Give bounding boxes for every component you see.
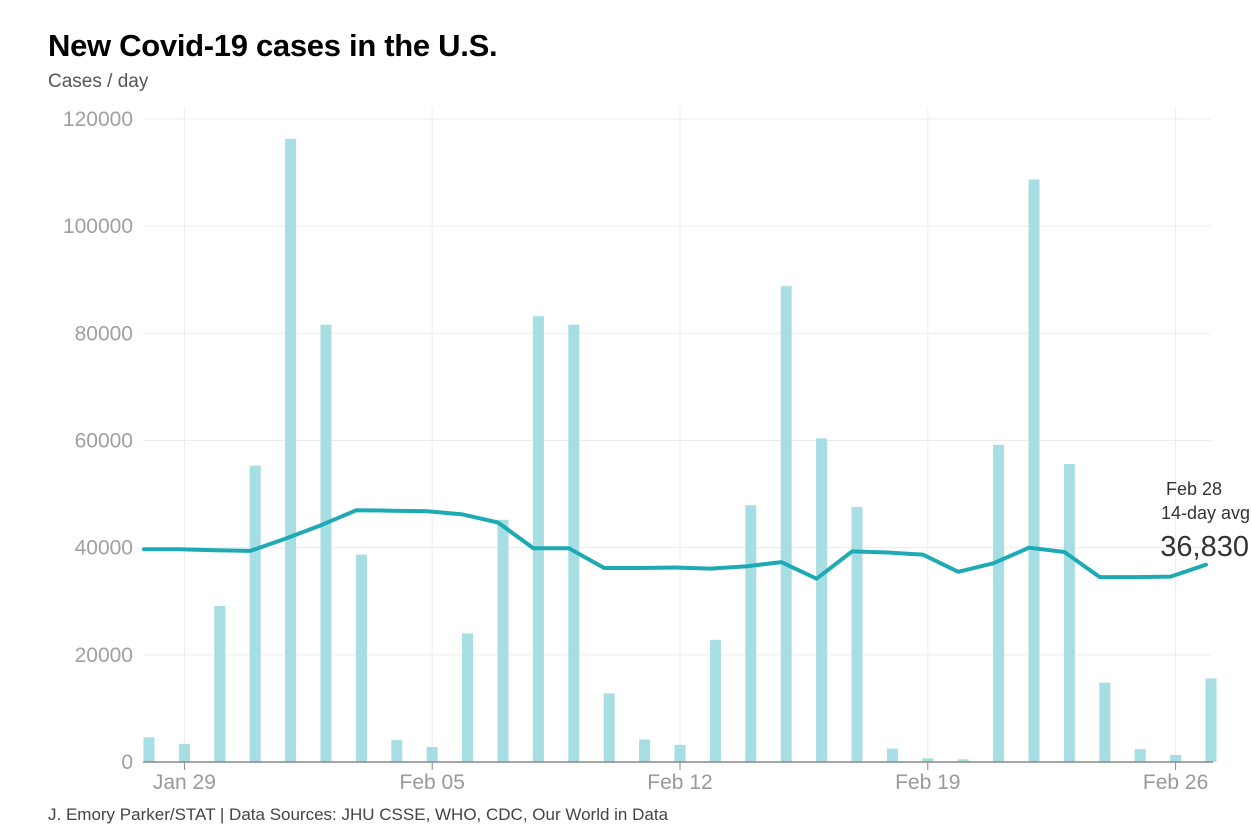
source-credit: J. Emory Parker/STAT | Data Sources: JHU… bbox=[48, 805, 669, 824]
y-tick-label: 0 bbox=[121, 751, 133, 774]
y-tick-label: 120000 bbox=[63, 108, 133, 131]
y-tick-label: 40000 bbox=[75, 537, 133, 560]
bar bbox=[851, 506, 863, 762]
bar bbox=[1134, 749, 1146, 762]
x-tick-label: Feb 19 bbox=[895, 771, 960, 794]
bar bbox=[1063, 464, 1075, 762]
annotation-value: 36,830 bbox=[1160, 531, 1249, 563]
line-series bbox=[142, 508, 1208, 581]
bar bbox=[143, 737, 155, 762]
bar bbox=[816, 438, 828, 762]
bar bbox=[568, 324, 580, 762]
y-tick-label: 20000 bbox=[75, 644, 133, 667]
bar bbox=[603, 693, 615, 762]
x-tick-label: Feb 05 bbox=[400, 771, 465, 794]
bar bbox=[922, 758, 934, 762]
bar bbox=[285, 138, 297, 763]
x-tick-label: Jan 29 bbox=[153, 771, 216, 794]
bar bbox=[639, 739, 651, 762]
y-axis: 0 20000 40000 60000 80000 100000 120000 bbox=[63, 108, 133, 774]
bar bbox=[1028, 179, 1040, 762]
bar bbox=[391, 740, 403, 762]
gridlines bbox=[143, 107, 1211, 762]
bar bbox=[462, 633, 474, 762]
annotation-label: 14-day avg bbox=[1161, 503, 1250, 523]
bar bbox=[320, 324, 332, 762]
bar bbox=[1170, 755, 1182, 762]
average-line bbox=[142, 508, 1208, 581]
bar bbox=[355, 554, 367, 762]
bar bbox=[780, 286, 792, 762]
x-tick-label: Feb 26 bbox=[1143, 771, 1208, 794]
bar bbox=[886, 748, 898, 762]
bar bbox=[426, 746, 438, 762]
annotation-date: Feb 28 bbox=[1166, 479, 1222, 499]
bar bbox=[957, 759, 969, 762]
annotation: Feb 28 14-day avg 36,830 bbox=[1160, 479, 1250, 563]
bar-series bbox=[143, 138, 1217, 763]
bar bbox=[249, 465, 261, 762]
chart-title: New Covid-19 cases in the U.S. bbox=[48, 28, 498, 63]
x-axis: Jan 29 Feb 05 Feb 12 Feb 19 Feb 26 bbox=[143, 761, 1213, 794]
bar bbox=[1205, 678, 1217, 762]
bar bbox=[497, 519, 509, 762]
y-tick-label: 100000 bbox=[63, 215, 133, 238]
chart-subtitle: Cases / day bbox=[48, 71, 149, 92]
bar bbox=[1099, 682, 1111, 762]
bar bbox=[745, 505, 757, 762]
bar bbox=[214, 606, 226, 762]
bar bbox=[532, 316, 544, 762]
y-tick-label: 80000 bbox=[75, 322, 133, 345]
y-tick-label: 60000 bbox=[75, 430, 133, 453]
bar bbox=[674, 744, 686, 762]
bar bbox=[178, 743, 190, 762]
bar bbox=[993, 444, 1005, 762]
bar bbox=[709, 639, 721, 762]
x-tick-label: Feb 12 bbox=[647, 771, 712, 794]
